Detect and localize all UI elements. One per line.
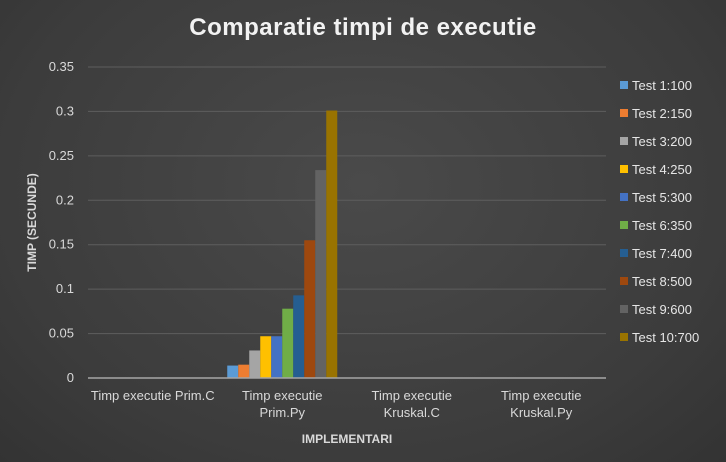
legend-label: Test 4:250 bbox=[632, 162, 692, 177]
bar-2 bbox=[238, 364, 250, 378]
legend-swatch bbox=[620, 249, 628, 257]
x-category-label: Timp executie bbox=[242, 388, 322, 403]
y-tick-label: 0.3 bbox=[56, 103, 74, 118]
legend-swatch bbox=[620, 277, 628, 285]
bar-8 bbox=[304, 240, 316, 378]
legend-swatch bbox=[620, 305, 628, 313]
bar-5 bbox=[271, 336, 283, 378]
legend-label: Test 2:150 bbox=[632, 106, 692, 121]
x-axis-title: IMPLEMENTARI bbox=[302, 432, 392, 446]
x-category-label: Prim.Py bbox=[260, 405, 306, 420]
y-tick-label: 0.25 bbox=[49, 148, 74, 163]
x-category-label: Timp executie Prim.C bbox=[91, 388, 215, 403]
legend-swatch bbox=[620, 193, 628, 201]
y-axis-title: TIMP (SECUNDE) bbox=[25, 173, 39, 271]
y-tick-label: 0.05 bbox=[49, 326, 74, 341]
y-tick-label: 0.35 bbox=[49, 59, 74, 74]
y-tick-label: 0.1 bbox=[56, 281, 74, 296]
legend-label: Test 1:100 bbox=[632, 78, 692, 93]
x-category-label: Kruskal.Py bbox=[510, 405, 573, 420]
bar-7 bbox=[293, 295, 305, 378]
x-category-label: Timp executie bbox=[372, 388, 452, 403]
legend-label: Test 8:500 bbox=[632, 274, 692, 289]
y-tick-label: 0 bbox=[67, 370, 74, 385]
legend-swatch bbox=[620, 165, 628, 173]
bar-10 bbox=[326, 110, 338, 378]
legend-swatch bbox=[620, 109, 628, 117]
legend-swatch bbox=[620, 221, 628, 229]
chart-title: Comparatie timpi de executie bbox=[189, 14, 537, 41]
bar-1 bbox=[227, 365, 239, 378]
legend-label: Test 7:400 bbox=[632, 246, 692, 261]
bar-3 bbox=[249, 350, 261, 378]
legend-swatch bbox=[620, 81, 628, 89]
legend-label: Test 3:200 bbox=[632, 134, 692, 149]
legend-label: Test 10:700 bbox=[632, 330, 699, 345]
x-category-label: Kruskal.C bbox=[384, 405, 440, 420]
legend-label: Test 6:350 bbox=[632, 218, 692, 233]
y-tick-label: 0.2 bbox=[56, 192, 74, 207]
legend-swatch bbox=[620, 137, 628, 145]
legend-label: Test 5:300 bbox=[632, 190, 692, 205]
y-tick-label: 0.15 bbox=[49, 237, 74, 252]
legend-label: Test 9:600 bbox=[632, 302, 692, 317]
x-category-label: Timp executie bbox=[501, 388, 581, 403]
bar-9 bbox=[315, 170, 327, 378]
legend-swatch bbox=[620, 333, 628, 341]
bar-4 bbox=[260, 336, 272, 378]
bar-6 bbox=[282, 308, 294, 378]
